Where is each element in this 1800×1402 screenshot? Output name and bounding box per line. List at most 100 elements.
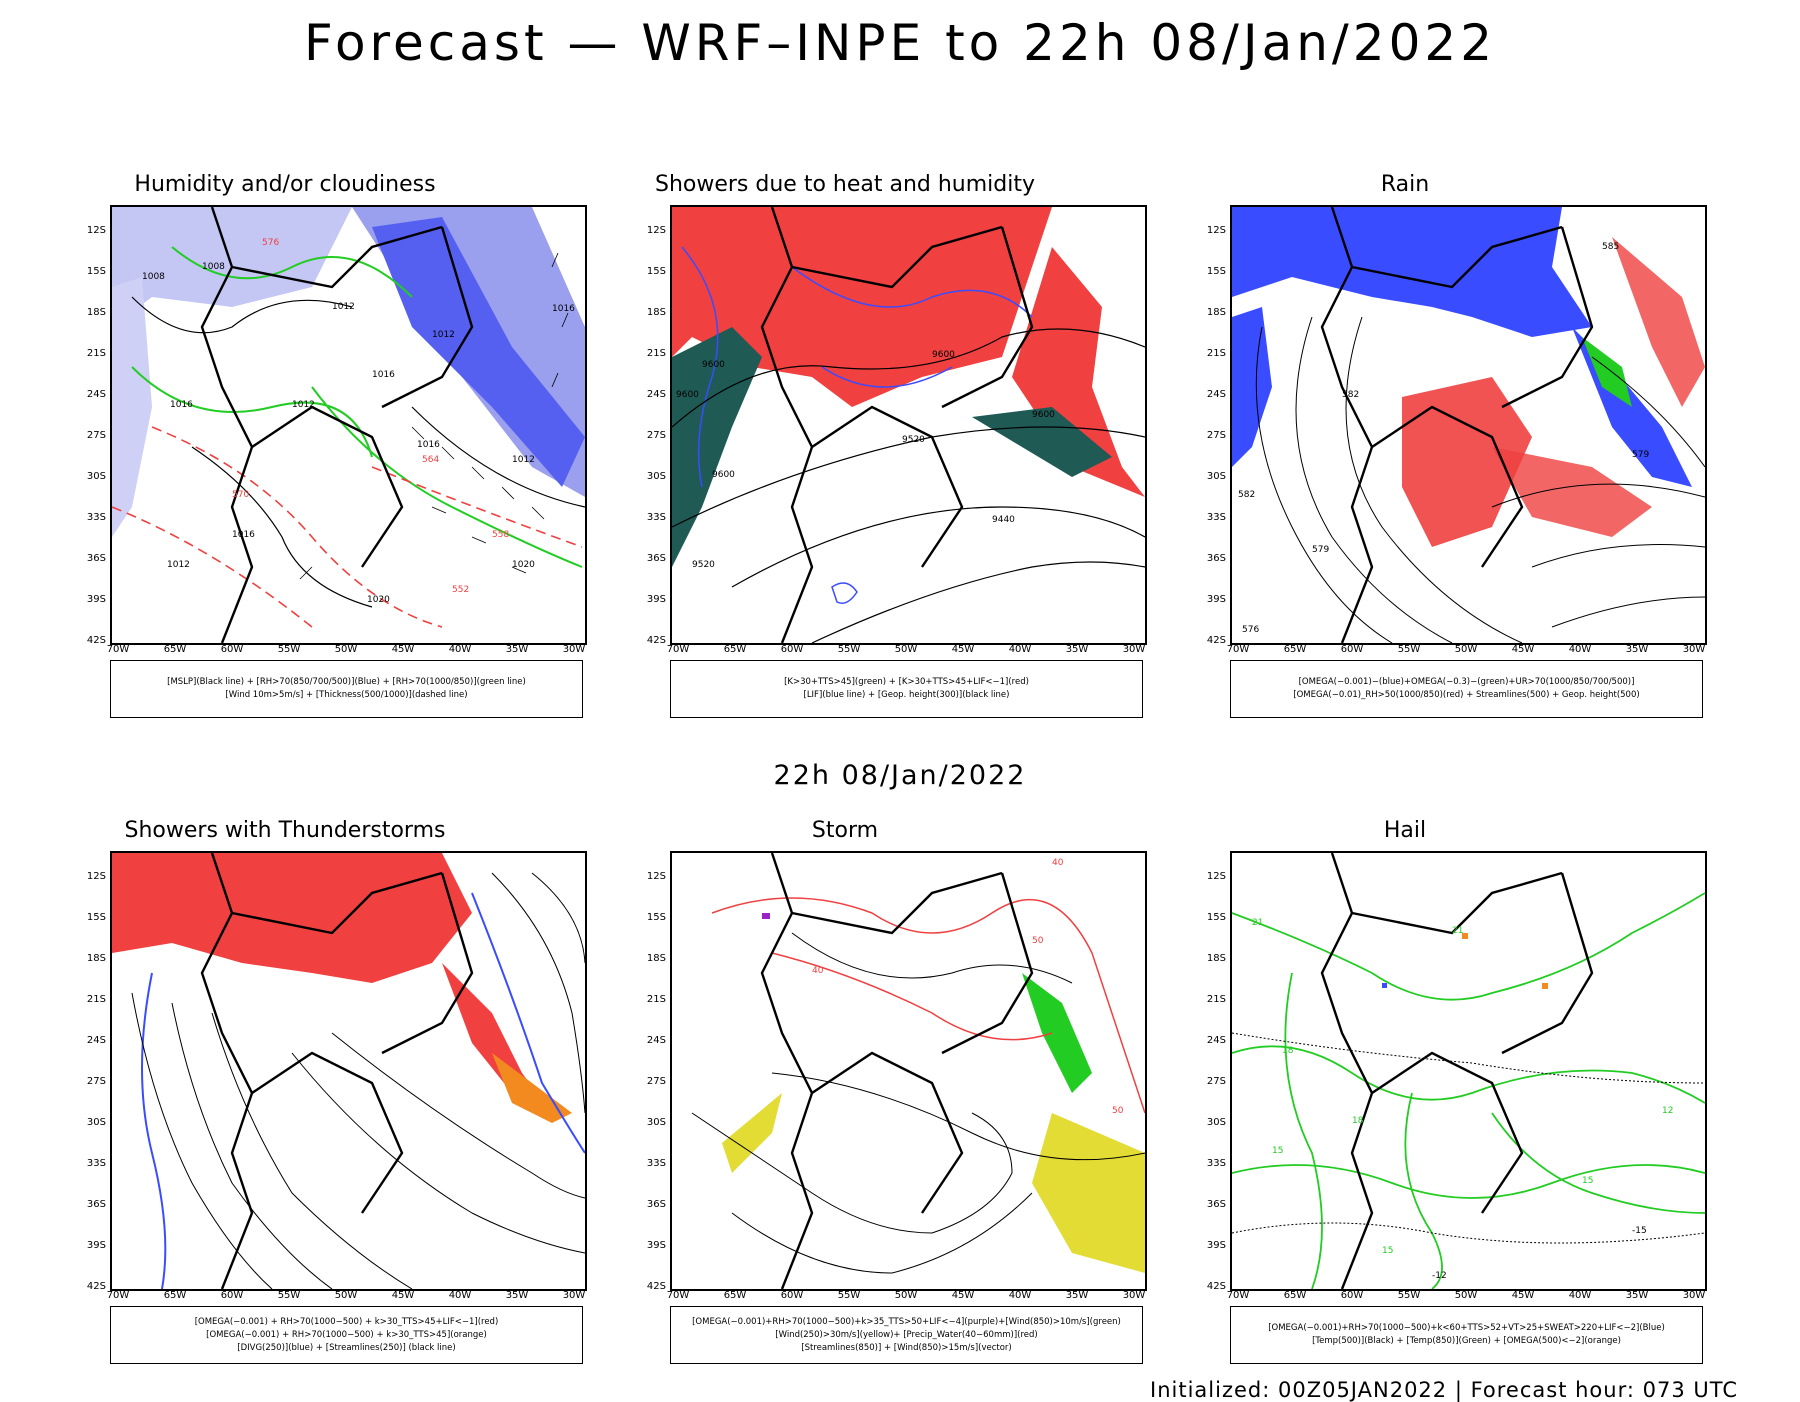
lon-tick-label: 40W <box>448 644 472 655</box>
lat-tick-label: 36S <box>646 553 666 564</box>
lon-tick-label: 45W <box>391 1290 415 1301</box>
contour-label: -12 <box>1432 1271 1447 1281</box>
lat-tick-label: 27S <box>646 430 666 441</box>
lat-tick-label: 12S <box>86 225 106 236</box>
lat-tick-label: 18S <box>1206 953 1226 964</box>
lat-tick-label: 18S <box>646 953 666 964</box>
contour-label: 50 <box>1032 936 1044 946</box>
streamlines-500 <box>1255 316 1705 643</box>
map-showers-heat: 9600 9600 9600 9520 9600 9440 9520 9600 <box>672 207 1145 643</box>
lat-tick-label: 24S <box>646 389 666 400</box>
omega-orange-cell <box>1462 933 1468 939</box>
lat-tick-label: 42S <box>86 1281 106 1292</box>
country-borders <box>760 207 1034 643</box>
legend-line: [Wind 10m>5m/s] + [Thickness(500/1000)](… <box>225 690 468 700</box>
lat-tick-label: 27S <box>1206 430 1226 441</box>
lat-tick-label: 30S <box>86 1117 106 1128</box>
lon-tick-label: 60W <box>780 644 804 655</box>
lat-tick-label: 12S <box>86 871 106 882</box>
lat-tick-label: 24S <box>86 1035 106 1046</box>
orange-shower-ocean <box>492 1053 572 1123</box>
map-frame: 21 18 15 12 15 15 18 21 -15 -12 <box>1230 851 1707 1291</box>
contour-label: 579 <box>1632 450 1649 460</box>
lat-tick-label: 33S <box>646 1158 666 1169</box>
lon-tick-label: 60W <box>220 644 244 655</box>
thickness-label: 576 <box>262 238 279 248</box>
lat-tick-label: 33S <box>86 1158 106 1169</box>
lat-tick-label: 30S <box>1206 471 1226 482</box>
lon-tick-label: 35W <box>1065 644 1089 655</box>
lon-tick-label: 35W <box>1625 1290 1649 1301</box>
lat-tick-label: 30S <box>646 471 666 482</box>
legend-line: [OMEGA(−0.001)+RH>70(1000−500)+k>35_TTS>… <box>692 1316 1121 1327</box>
lon-tick-label: 65W <box>723 1290 747 1301</box>
lat-tick-label: 15S <box>1206 912 1226 923</box>
lat-tick-label: 36S <box>86 1199 106 1210</box>
contour-label: 18 <box>1282 1046 1294 1056</box>
lat-tick-label: 27S <box>86 1076 106 1087</box>
contour-label: 1016 <box>232 530 255 540</box>
panel-rain: Rain 585 582 579 582 579 576 [OMEGA(−0.0… <box>1120 172 1707 732</box>
lat-tick-label: 39S <box>86 594 106 605</box>
contour-label: 50 <box>1112 1106 1124 1116</box>
lon-tick-label: 50W <box>1454 1290 1478 1301</box>
lon-tick-label: 30W <box>562 644 586 655</box>
map-thunderstorms <box>112 853 585 1289</box>
lif-red-ocean <box>1012 247 1145 497</box>
country-borders <box>200 207 474 643</box>
lon-tick-label: 35W <box>1065 1290 1089 1301</box>
country-borders <box>1320 853 1594 1289</box>
contour-label: 15 <box>1582 1176 1593 1186</box>
lon-tick-label: 70W <box>106 1290 130 1301</box>
omega-red-ocean <box>1492 447 1652 537</box>
contour-label: 1016 <box>417 440 440 450</box>
jet-yellow-west <box>722 1093 782 1173</box>
legend-line: [OMEGA(−0.001) + RH>70(1000−500) + k>30_… <box>206 1329 487 1340</box>
hail-blue-cell <box>1382 983 1387 988</box>
lat-tick-label: 30S <box>646 1117 666 1128</box>
lon-tick-label: 65W <box>1283 644 1307 655</box>
lat-tick-label: 42S <box>1206 635 1226 646</box>
legend-line: [OMEGA(−0.01)_RH>50(1000/850)(red) + Str… <box>1293 690 1640 700</box>
map-hail: 21 18 15 12 15 15 18 21 -15 -12 <box>1232 853 1705 1289</box>
lon-tick-label: 35W <box>1625 644 1649 655</box>
temp850-contours <box>1232 892 1705 1289</box>
contour-label: 1012 <box>292 400 315 410</box>
map-humidity: 1008 1008 1012 1016 1012 1016 1012 1016 … <box>112 207 585 643</box>
contour-label: 9600 <box>712 470 735 480</box>
contour-label: 9440 <box>992 515 1015 525</box>
legend-line: [Wind(250)>30m/s](yellow)+ [Precip_Water… <box>775 1329 1038 1340</box>
streamlines-250 <box>131 872 585 1289</box>
lon-tick-label: 40W <box>448 1290 472 1301</box>
map-rain: 585 582 579 582 579 576 <box>1232 207 1705 643</box>
contour-label: 1016 <box>170 400 193 410</box>
contour-label: 1012 <box>332 302 355 312</box>
lat-tick-label: 36S <box>1206 1199 1226 1210</box>
contour-label: 12 <box>1662 1106 1673 1116</box>
lon-tick-label: 40W <box>1008 1290 1032 1301</box>
lat-tick-label: 21S <box>86 348 106 359</box>
lat-tick-label: 39S <box>86 1240 106 1251</box>
panel-storm: Storm 40 50 40 50 [OMEGA(−0.001)+RH>70(1… <box>560 818 1147 1378</box>
lat-tick-label: 21S <box>646 994 666 1005</box>
red-shower-region <box>112 853 472 983</box>
lon-tick-label: 45W <box>1511 1290 1535 1301</box>
lon-tick-label: 60W <box>220 1290 244 1301</box>
map-frame: 40 50 40 50 <box>670 851 1147 1291</box>
contour-label: 9600 <box>676 390 699 400</box>
lat-tick-label: 42S <box>86 635 106 646</box>
red-shower-ocean <box>442 963 552 1113</box>
lon-tick-label: 70W <box>666 644 690 655</box>
init-footer: Initialized: 00Z05JAN2022 | Forecast hou… <box>1150 1378 1738 1402</box>
contour-label: 40 <box>812 966 824 976</box>
lon-tick-label: 45W <box>1511 644 1535 655</box>
lon-tick-label: 50W <box>334 1290 358 1301</box>
contour-label: 40 <box>1052 858 1064 868</box>
lat-tick-label: 21S <box>646 348 666 359</box>
lat-tick-label: 33S <box>646 512 666 523</box>
lat-tick-label: 15S <box>646 266 666 277</box>
legend-line: [OMEGA(−0.001)−(blue)+OMEGA(−0.3)−(green… <box>1298 677 1635 687</box>
contour-label: 9520 <box>692 560 715 570</box>
legend-line: [Temp(500)](Black) + [Temp(850)](Green) … <box>1312 1336 1621 1346</box>
panel-legend: [MSLP](Black line) + [RH>70(850/700/500)… <box>110 660 583 718</box>
